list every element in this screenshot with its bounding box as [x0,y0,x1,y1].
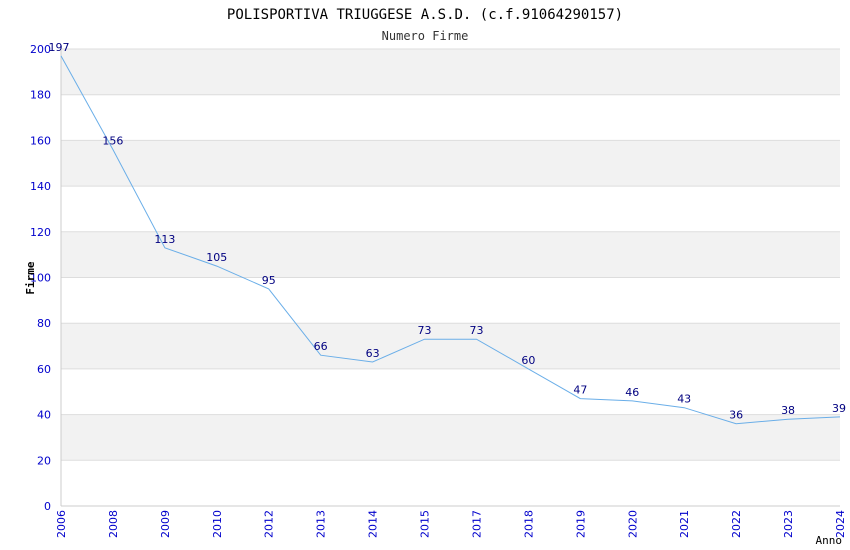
data-label: 38 [781,404,795,417]
x-tick-label: 2018 [522,510,535,538]
data-label: 60 [521,354,535,367]
data-label: 156 [102,135,123,148]
series-line [60,55,841,425]
y-tick-label: 100 [30,272,51,285]
background-band [61,49,840,95]
y-tick-label: 180 [30,89,51,102]
background-band [61,231,840,278]
data-label: 197 [49,41,70,54]
y-tick-label: 140 [30,180,51,193]
x-tick-label: 2017 [470,510,483,538]
y-tick-label: 80 [37,317,51,330]
y-tick-label: 60 [37,363,51,376]
x-tick-label: 2015 [419,510,432,538]
x-tick-label: 2006 [55,510,68,538]
x-axis-label: Anno [816,534,843,547]
background-band [61,140,840,187]
data-label: 113 [154,233,175,246]
background-band [61,277,840,324]
background-bands [61,49,840,506]
y-axis-tick-labels: 0 20 40 60 80 100 120 140 160 180 200 [30,43,51,513]
y-tick-label: 40 [37,409,51,422]
data-label: 46 [625,386,639,399]
data-label: 36 [729,409,743,422]
data-label: 66 [314,340,328,353]
data-label: 73 [418,324,432,337]
x-tick-label: 2022 [730,510,743,538]
x-tick-label: 2023 [782,510,795,538]
background-band [61,414,840,461]
data-label: 63 [366,347,380,360]
x-tick-label: 2021 [678,510,691,538]
x-tick-label: 2013 [315,510,328,538]
background-band [61,94,840,141]
x-tick-label: 2010 [211,510,224,538]
chart-title: POLISPORTIVA TRIUGGESE A.S.D. (c.f.91064… [227,7,623,23]
y-tick-label: 20 [37,454,51,467]
background-band [61,368,840,415]
x-axis-tick-labels: 2006 2008 2009 2010 2012 2013 2014 2015 2017 2018… [55,510,847,538]
x-tick-label: 2020 [626,510,639,538]
x-tick-label: 2014 [367,510,380,538]
background-band [61,323,840,369]
data-label: 39 [832,402,846,415]
x-tick-label: 2012 [263,510,276,538]
data-label: 43 [677,393,691,406]
data-label: 105 [206,251,227,264]
data-label: 73 [469,324,483,337]
y-axis-label: Firme [24,261,37,294]
background-band [61,186,840,232]
y-tick-label: 200 [30,43,51,56]
y-tick-label: 0 [44,500,51,513]
data-label: 47 [573,384,587,397]
background-band [61,460,840,506]
chart-subtitle: Numero Firme [382,29,469,43]
x-tick-label: 2008 [107,510,120,538]
x-tick-label: 2009 [159,510,172,538]
y-tick-label: 120 [30,226,51,239]
data-label: 95 [262,274,276,287]
data-labels: 197 156 113 105 95 66 63 73 73 60 47 46 43 36 38 39 [49,41,847,422]
x-tick-label: 2024 [834,510,847,538]
x-tick-label: 2019 [574,510,587,538]
y-tick-label: 160 [30,134,51,147]
